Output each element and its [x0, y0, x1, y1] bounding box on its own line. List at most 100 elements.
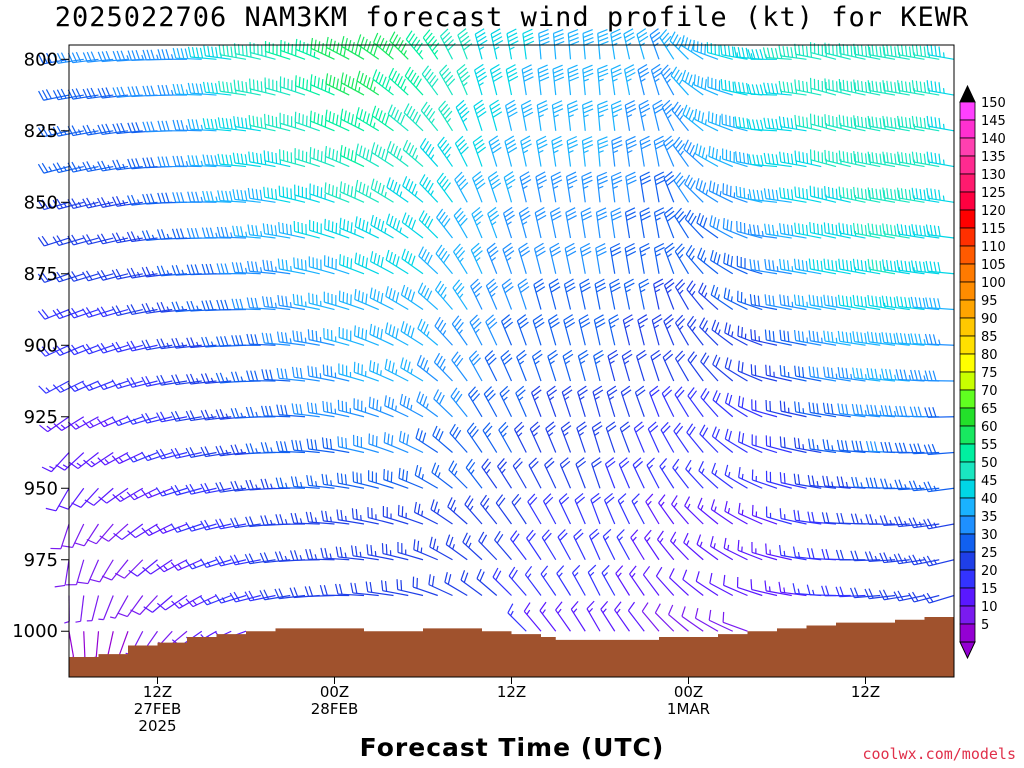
- wind-barb: [467, 386, 483, 418]
- colorbar-swatch: [959, 407, 976, 427]
- wind-barb: [62, 523, 85, 549]
- wind-barb: [548, 278, 561, 310]
- wind-barb: [128, 559, 158, 577]
- colorbar-label: 65: [981, 402, 998, 417]
- wind-barb: [403, 103, 424, 132]
- wind-barb: [400, 357, 424, 382]
- wind-barb: [603, 492, 616, 525]
- wind-barb: [779, 365, 807, 382]
- wind-barb: [126, 340, 158, 352]
- wind-barb: [547, 349, 558, 382]
- wind-barb: [794, 186, 822, 203]
- wind-barb: [231, 262, 261, 275]
- wind-barb: [552, 28, 565, 60]
- wind-barb: [579, 278, 591, 310]
- wind-barb: [279, 39, 306, 60]
- wind-barb: [550, 171, 563, 203]
- wind-barb: [546, 385, 558, 417]
- wind-barb: [651, 314, 663, 346]
- wind-barb: [502, 206, 515, 239]
- wind-barb: [437, 136, 453, 167]
- wind-barb: [452, 279, 468, 310]
- wind-barb: [512, 457, 527, 489]
- wind-barb: [823, 258, 851, 275]
- wind-barb: [417, 282, 439, 310]
- wind-barb: [309, 147, 335, 168]
- wind-barb: [809, 113, 837, 132]
- wind-barb: [416, 354, 439, 382]
- wind-barb: [793, 437, 822, 454]
- wind-barb: [187, 118, 217, 132]
- wind-barb: [421, 65, 439, 96]
- wind-barb: [639, 207, 651, 239]
- wind-barb: [925, 224, 955, 239]
- colorbar-label: 45: [981, 474, 998, 489]
- colorbar-label: 130: [981, 168, 1006, 183]
- wind-barb: [470, 278, 483, 310]
- wind-barb: [515, 385, 527, 418]
- wind-barb: [582, 100, 594, 131]
- wind-barb: [751, 434, 778, 454]
- wind-barb: [724, 428, 748, 454]
- wind-barb: [292, 293, 320, 311]
- wind-barb: [617, 493, 631, 525]
- wind-barb: [737, 431, 763, 454]
- wind-barb: [217, 153, 247, 168]
- wind-barb: [521, 64, 534, 96]
- wind-barb: [278, 185, 306, 203]
- wind-barb: [187, 46, 217, 60]
- wind-barb: [630, 529, 645, 561]
- wind-barb: [495, 494, 512, 525]
- wind-barb: [764, 329, 792, 346]
- wind-barb: [566, 135, 578, 167]
- wind-barb: [516, 314, 529, 346]
- wind-barb: [110, 595, 129, 619]
- wind-barb: [662, 135, 676, 167]
- wind-barb: [588, 528, 601, 560]
- wind-barb: [563, 314, 576, 346]
- wind-barb: [636, 28, 649, 60]
- wind-barb: [355, 107, 380, 132]
- wind-barb: [262, 259, 291, 275]
- wind-barb: [694, 143, 719, 168]
- wind-barb: [248, 114, 276, 132]
- wind-barb: [778, 581, 807, 597]
- wind-barb: [187, 191, 217, 203]
- wind-barb: [604, 457, 616, 489]
- wind-barb: [672, 136, 689, 167]
- wind-barb: [53, 416, 85, 432]
- wind-barb: [693, 74, 719, 96]
- wind-barb: [484, 350, 498, 382]
- wind-barb: [486, 242, 499, 275]
- wind-barb: [292, 330, 320, 346]
- wind-barb: [114, 559, 144, 579]
- wind-barb: [882, 80, 910, 96]
- colorbar-swatch: [959, 317, 976, 337]
- wind-barb: [597, 28, 609, 60]
- wind-barb: [112, 159, 143, 171]
- wind-barb: [737, 360, 763, 382]
- wind-barb: [471, 206, 484, 239]
- wind-barb: [881, 332, 910, 346]
- wind-barb: [97, 50, 129, 63]
- wind-barb: [924, 370, 955, 382]
- wind-barb: [401, 248, 424, 275]
- wind-barb: [764, 294, 792, 311]
- wind-barb: [577, 385, 588, 417]
- wind-barb: [606, 385, 618, 417]
- wind-barb: [555, 601, 571, 632]
- wind-barb: [249, 78, 276, 96]
- wind-barb: [663, 171, 676, 203]
- wind-barb: [75, 595, 85, 623]
- wind-barb: [261, 296, 291, 311]
- colorbar-swatch: [959, 209, 976, 229]
- wind-barb: [736, 576, 763, 597]
- wind-barb: [339, 145, 365, 168]
- wind-barb: [291, 403, 320, 418]
- colorbar-label: 70: [981, 384, 998, 399]
- wind-barb: [445, 534, 468, 561]
- wind-barb: [214, 555, 247, 567]
- wind-barb: [454, 171, 469, 203]
- wind-barb: [84, 487, 114, 506]
- wind-barb: [414, 464, 439, 489]
